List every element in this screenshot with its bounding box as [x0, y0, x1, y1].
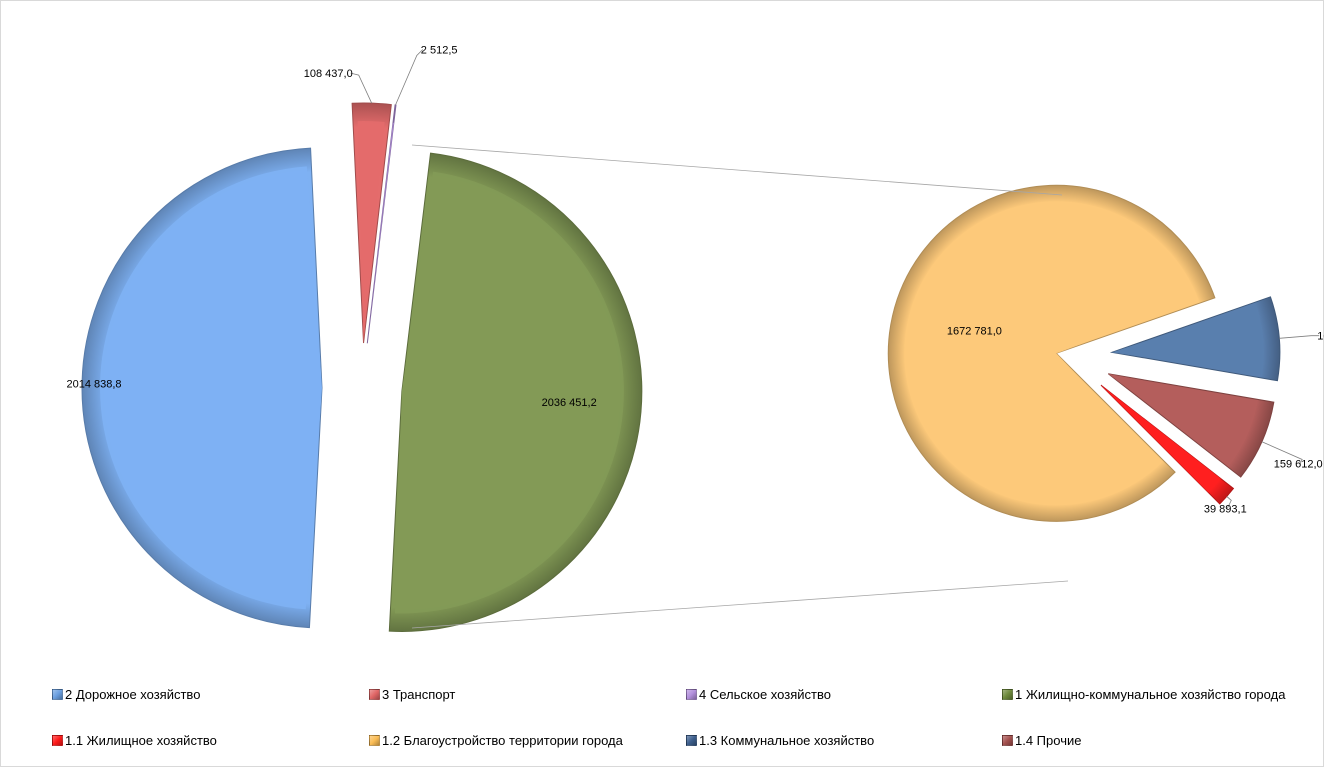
leader-line-сельское-хозяйство [395, 49, 424, 106]
data-label-жилищно-коммунальное-хозяйство-города: 2036 451,2 [542, 397, 597, 409]
pie-slice-face-сельское-хозяйство [367, 122, 394, 344]
leader-line-коммунальное-хозяйство [1279, 335, 1320, 339]
pie-slice-face-прочие [1108, 373, 1258, 465]
leader-line-транспорт [350, 72, 373, 104]
pie-slice-face-транспорт [357, 121, 385, 344]
data-label-жилищное-хозяйство: 39 893,1 [1204, 503, 1247, 515]
pie-slice-face-благоустройство-территории-города [904, 201, 1199, 506]
data-label-коммунальное-хозяйство: 164 165,1 [1317, 331, 1324, 343]
pie-slice-face-жилищное-хозяйство [1100, 385, 1221, 493]
pie-slice-face-жилищно-коммунальное-хозяйство-города [394, 171, 624, 614]
connector-line-bottom [411, 580, 1069, 629]
connector-line-top [411, 144, 1063, 196]
pie-slice-face-коммунальное-хозяйство [1111, 305, 1264, 375]
data-label-транспорт: 108 437,0 [304, 68, 353, 80]
data-label-прочие: 159 612,0 [1274, 459, 1323, 471]
data-label-дорожное-хозяйство: 2014 838,8 [66, 378, 121, 390]
data-label-благоустройство-территории-города: 1672 781,0 [947, 326, 1002, 338]
leader-line-прочие [1261, 441, 1303, 464]
leader-line-жилищное-хозяйство [1226, 496, 1232, 509]
pie-slice-face-дорожное-хозяйство [100, 166, 323, 610]
data-label-сельское-хозяйство: 2 512,5 [421, 45, 458, 57]
